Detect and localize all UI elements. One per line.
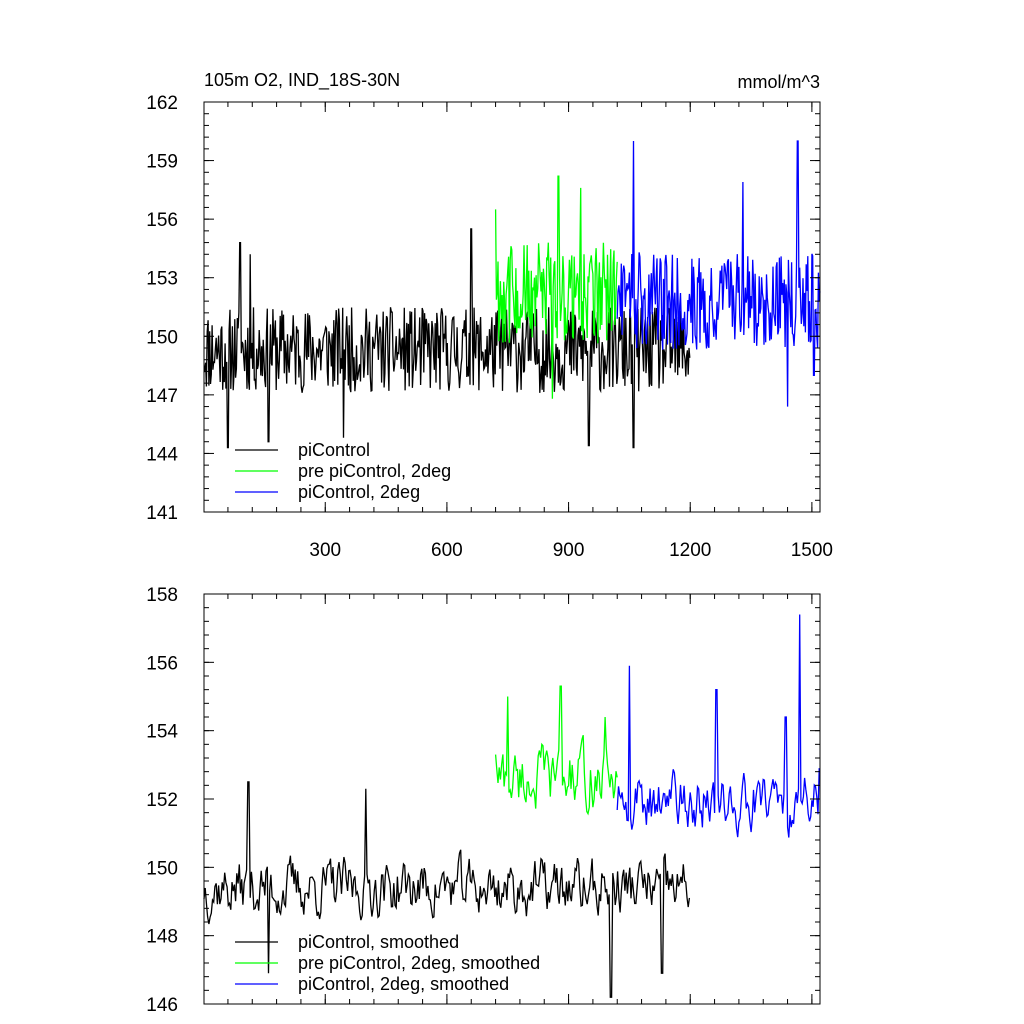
y-tick-label: 159 [146,152,178,173]
y-tick-label: 147 [146,386,178,407]
x-tick-label: 300 [309,540,341,561]
y-tick-label: 156 [146,210,178,231]
legend-label: piControl, 2deg [298,482,420,502]
y-tick-label: 150 [146,327,178,348]
y-tick-label: 148 [146,927,178,948]
y-tick-label: 153 [146,269,178,290]
series-line-picontrol-smoothed [203,781,691,998]
legend-label: piControl, 2deg, smoothed [298,974,509,994]
series-line-pre-picontrol-2deg [494,175,618,399]
bottom-panel-series [203,614,820,998]
legend-label: pre piControl, 2deg [298,461,451,481]
top-panel-units: mmol/m^3 [738,72,820,92]
legend-label: piControl, smoothed [298,932,459,952]
series-line-picontrol [203,228,691,449]
x-tick-label: 1500 [791,540,833,561]
series-line-picontrol-2deg [616,140,821,407]
top-panel-title: 105m O2, IND_18S-30N [204,70,400,91]
y-tick-label: 156 [146,653,178,674]
legend-label: piControl [298,440,370,460]
bottom-panel-frame [203,593,821,1005]
x-tick-label: 600 [431,540,463,561]
x-tick-label: 1200 [669,540,711,561]
top-panel-series [203,140,821,449]
bottom-panel-ticks: 146 148 150 152 154 156 158 [146,585,820,1016]
y-tick-label: 152 [146,790,178,811]
x-tick-label: 900 [553,540,585,561]
legend-label: pre piControl, 2deg, smoothed [298,953,540,973]
series-line-picontrol-2deg-smoothed [616,614,820,838]
top-panel-frame [203,101,821,513]
top-panel: 105m O2, IND_18S-30N mmol/m^3 1411441471… [146,70,833,561]
y-tick-label: 141 [146,503,178,524]
bottom-panel: 146 148 150 152 154 156 158 piControl, smoothe… [146,585,821,1016]
y-tick-label: 150 [146,858,178,879]
y-tick-label: 144 [146,444,178,465]
series-line-pre-picontrol-2deg-smoothed [494,685,618,816]
y-tick-label: 158 [146,585,178,606]
y-tick-label: 162 [146,93,178,114]
top-panel-ticks: 141 144 147 150 153 156 159 162 300 600 900 1200 150… [146,93,833,561]
y-tick-label: 146 [146,995,178,1016]
y-tick-label: 154 [146,722,178,743]
